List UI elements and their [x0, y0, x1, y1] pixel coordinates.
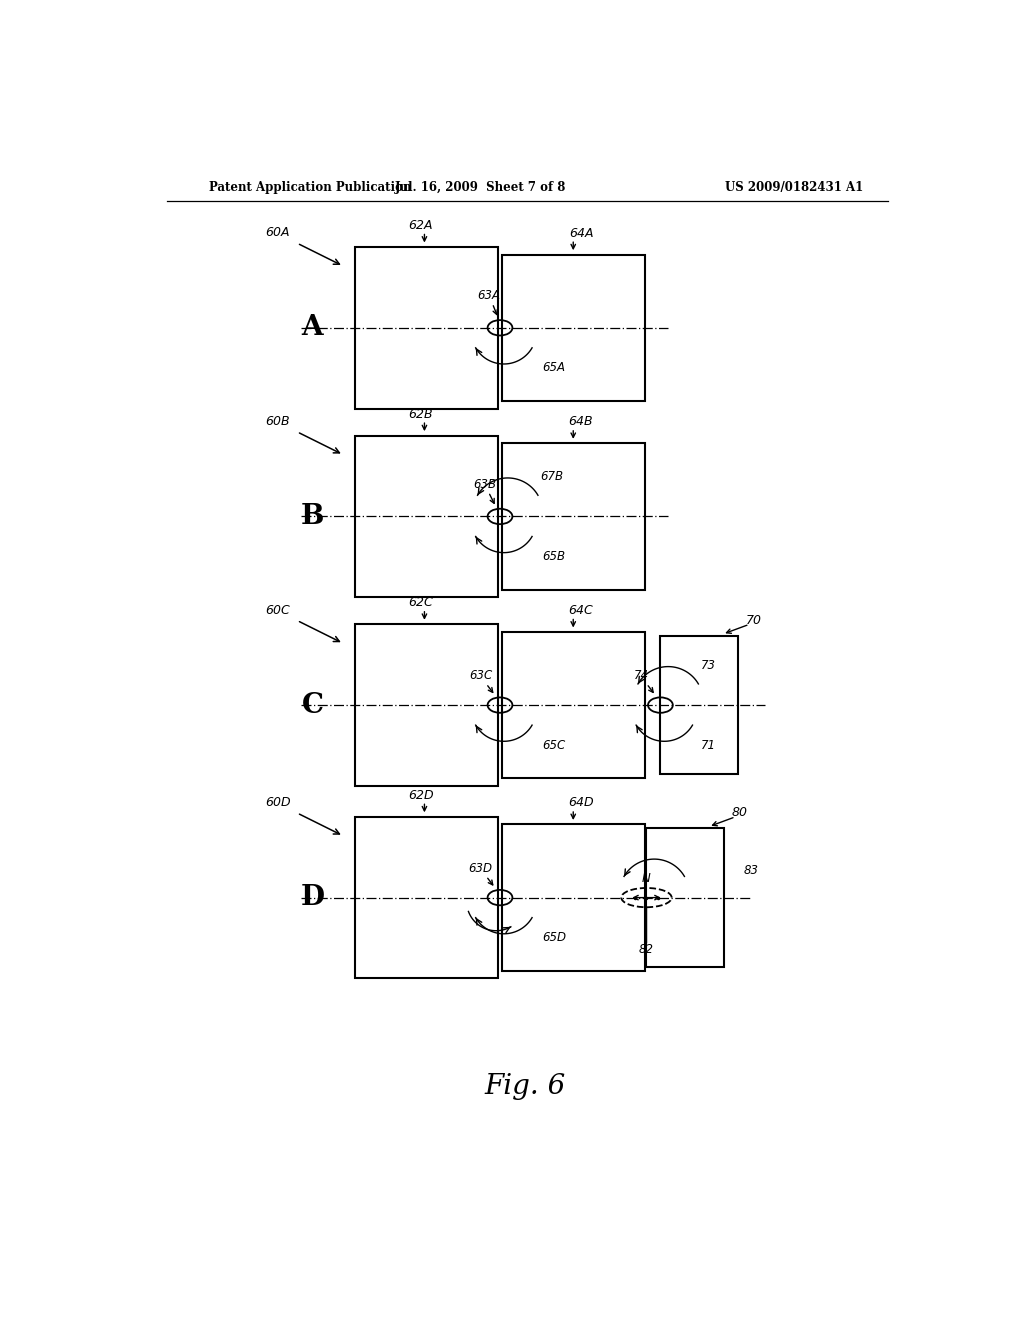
Text: US 2009/0182431 A1: US 2009/0182431 A1 — [725, 181, 863, 194]
Text: N: N — [642, 871, 651, 884]
Text: 80: 80 — [731, 807, 748, 820]
Text: 62D: 62D — [408, 788, 433, 801]
Text: B: B — [301, 503, 325, 529]
Text: 63A: 63A — [477, 289, 500, 302]
Text: Jul. 16, 2009  Sheet 7 of 8: Jul. 16, 2009 Sheet 7 of 8 — [395, 181, 566, 194]
Bar — [502, 825, 645, 970]
Text: 64C: 64C — [568, 603, 593, 616]
Text: 70: 70 — [745, 614, 762, 627]
Text: 64B: 64B — [568, 416, 593, 428]
Text: 62B: 62B — [409, 408, 433, 421]
Bar — [660, 636, 738, 775]
Text: C: C — [301, 692, 324, 718]
Text: 71: 71 — [700, 739, 716, 751]
Text: 67B: 67B — [541, 470, 563, 483]
Text: 65B: 65B — [543, 550, 565, 564]
Text: 63D: 63D — [469, 862, 493, 875]
Bar — [355, 624, 499, 785]
Text: 63B: 63B — [473, 478, 496, 491]
Bar — [502, 255, 645, 401]
Text: 60C: 60C — [265, 603, 290, 616]
Text: 82: 82 — [639, 944, 654, 957]
Bar — [355, 817, 499, 978]
Bar — [502, 444, 645, 590]
Text: 64A: 64A — [568, 227, 593, 240]
Bar — [646, 829, 724, 966]
Text: 60A: 60A — [265, 226, 290, 239]
Bar — [355, 247, 499, 409]
Text: 65D: 65D — [543, 931, 566, 944]
Text: D: D — [300, 884, 325, 911]
Bar — [502, 632, 645, 779]
Bar — [355, 436, 499, 597]
Text: 65C: 65C — [543, 739, 566, 751]
Text: 73: 73 — [700, 659, 716, 672]
Text: 62C: 62C — [409, 597, 433, 610]
Text: 63C: 63C — [469, 669, 493, 682]
Text: 62A: 62A — [409, 219, 433, 232]
Text: Fig. 6: Fig. 6 — [484, 1073, 565, 1100]
Text: 64D: 64D — [568, 796, 594, 809]
Text: 74: 74 — [634, 669, 648, 682]
Text: 60B: 60B — [265, 414, 290, 428]
Text: Patent Application Publication: Patent Application Publication — [209, 181, 412, 194]
Text: 60D: 60D — [265, 796, 291, 809]
Text: 65A: 65A — [543, 362, 565, 375]
Text: A: A — [302, 314, 324, 342]
Text: 83: 83 — [743, 865, 759, 878]
